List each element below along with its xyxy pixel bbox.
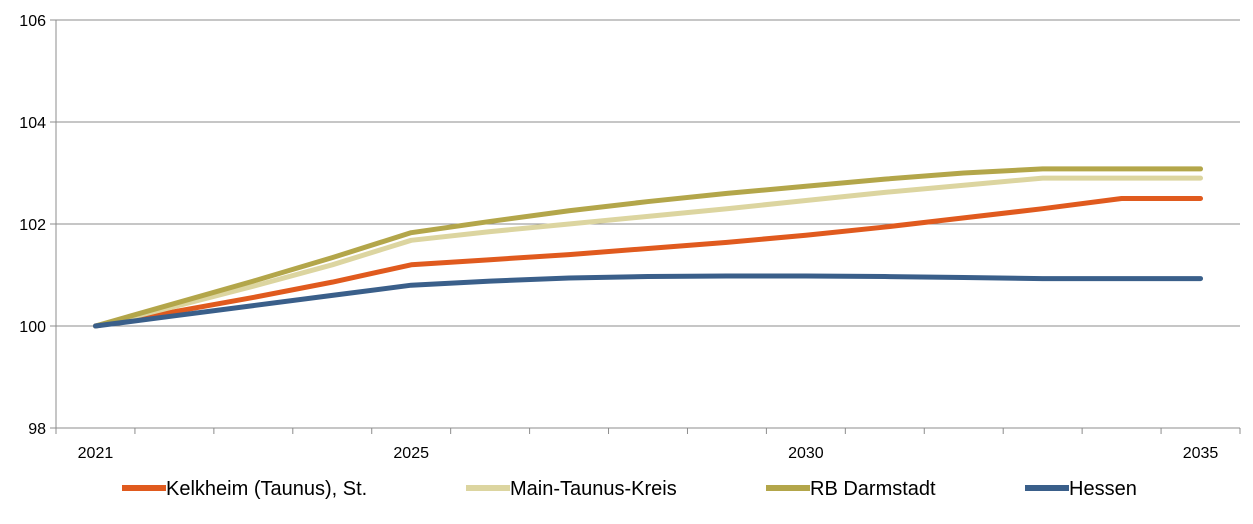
- y-tick-label: 106: [19, 13, 46, 30]
- axes: 98 100 102 104 106 2021 2025 2030 2035: [19, 13, 1241, 462]
- series-line-0: [92, 196, 1204, 329]
- legend-label-3: Hessen: [1069, 478, 1137, 500]
- y-tick-label: 100: [19, 319, 46, 336]
- y-tick-label: 98: [28, 421, 46, 438]
- x-tick-label: 2021: [78, 445, 114, 462]
- series-line-1: [92, 175, 1204, 329]
- series-lines: [92, 166, 1204, 329]
- legend-label-2: RB Darmstadt: [810, 478, 936, 500]
- legend: Kelkheim (Taunus), St. Main-Taunus-Kreis R…: [122, 478, 1137, 500]
- series-line-2: [92, 166, 1204, 329]
- gridlines: [56, 19, 1240, 429]
- legend-label-1: Main-Taunus-Kreis: [510, 478, 677, 500]
- series-line-3: [92, 273, 1204, 329]
- y-tick-label: 104: [19, 115, 46, 132]
- legend-label-0: Kelkheim (Taunus), St.: [166, 478, 367, 500]
- x-tick-label: 2035: [1183, 445, 1219, 462]
- x-tick-label: 2030: [788, 445, 824, 462]
- y-tick-label: 102: [19, 217, 46, 234]
- x-tick-label: 2025: [393, 445, 429, 462]
